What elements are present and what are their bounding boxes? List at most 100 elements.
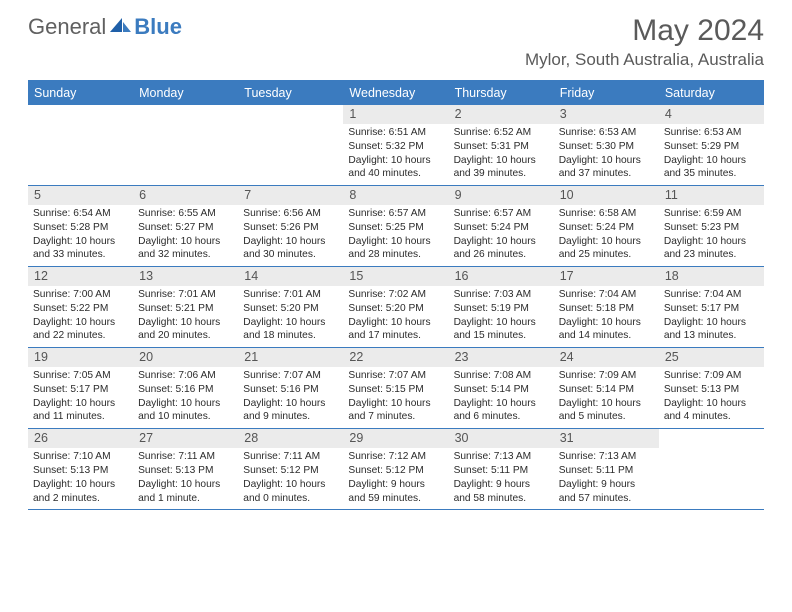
day-cell: 27Sunrise: 7:11 AMSunset: 5:13 PMDayligh… [133,429,238,509]
day-cell: 3Sunrise: 6:53 AMSunset: 5:30 PMDaylight… [554,105,659,185]
day-number: 11 [659,186,764,205]
day-details: Sunrise: 7:09 AMSunset: 5:14 PMDaylight:… [554,367,659,428]
day-number: 22 [343,348,448,367]
weeks-container: 1Sunrise: 6:51 AMSunset: 5:32 PMDaylight… [28,105,764,510]
day-cell [659,429,764,509]
day-number: 21 [238,348,343,367]
day-cell: 30Sunrise: 7:13 AMSunset: 5:11 PMDayligh… [449,429,554,509]
day-details: Sunrise: 6:57 AMSunset: 5:25 PMDaylight:… [343,205,448,266]
day-number: 28 [238,429,343,448]
day-number: 18 [659,267,764,286]
day-number: 15 [343,267,448,286]
day-cell: 5Sunrise: 6:54 AMSunset: 5:28 PMDaylight… [28,186,133,266]
day-details: Sunrise: 7:07 AMSunset: 5:15 PMDaylight:… [343,367,448,428]
day-cell: 8Sunrise: 6:57 AMSunset: 5:25 PMDaylight… [343,186,448,266]
day-number: 9 [449,186,554,205]
calendar: SundayMondayTuesdayWednesdayThursdayFrid… [28,80,764,510]
day-number: 4 [659,105,764,124]
week-row: 5Sunrise: 6:54 AMSunset: 5:28 PMDaylight… [28,186,764,267]
day-number: 12 [28,267,133,286]
day-cell: 26Sunrise: 7:10 AMSunset: 5:13 PMDayligh… [28,429,133,509]
day-details: Sunrise: 7:06 AMSunset: 5:16 PMDaylight:… [133,367,238,428]
dow-cell: Sunday [28,82,133,105]
day-number: 31 [554,429,659,448]
header: General Blue May 2024 Mylor, South Austr… [0,0,792,74]
logo-text-blue: Blue [134,14,182,40]
day-details: Sunrise: 7:00 AMSunset: 5:22 PMDaylight:… [28,286,133,347]
day-details: Sunrise: 6:52 AMSunset: 5:31 PMDaylight:… [449,124,554,185]
day-number: 17 [554,267,659,286]
logo-sail-icon [110,16,132,39]
day-details: Sunrise: 6:53 AMSunset: 5:30 PMDaylight:… [554,124,659,185]
day-number: 10 [554,186,659,205]
day-details: Sunrise: 6:57 AMSunset: 5:24 PMDaylight:… [449,205,554,266]
dow-cell: Tuesday [238,82,343,105]
day-details: Sunrise: 7:07 AMSunset: 5:16 PMDaylight:… [238,367,343,428]
day-details: Sunrise: 6:51 AMSunset: 5:32 PMDaylight:… [343,124,448,185]
week-row: 12Sunrise: 7:00 AMSunset: 5:22 PMDayligh… [28,267,764,348]
day-number: 25 [659,348,764,367]
day-details: Sunrise: 6:58 AMSunset: 5:24 PMDaylight:… [554,205,659,266]
day-details: Sunrise: 7:11 AMSunset: 5:12 PMDaylight:… [238,448,343,509]
day-number: 16 [449,267,554,286]
day-cell: 11Sunrise: 6:59 AMSunset: 5:23 PMDayligh… [659,186,764,266]
day-cell: 9Sunrise: 6:57 AMSunset: 5:24 PMDaylight… [449,186,554,266]
title-block: May 2024 Mylor, South Australia, Austral… [525,14,764,70]
day-cell: 6Sunrise: 6:55 AMSunset: 5:27 PMDaylight… [133,186,238,266]
dow-cell: Monday [133,82,238,105]
day-cell: 15Sunrise: 7:02 AMSunset: 5:20 PMDayligh… [343,267,448,347]
day-details: Sunrise: 7:01 AMSunset: 5:20 PMDaylight:… [238,286,343,347]
day-number: 27 [133,429,238,448]
day-number: 30 [449,429,554,448]
day-cell: 29Sunrise: 7:12 AMSunset: 5:12 PMDayligh… [343,429,448,509]
day-number [133,105,238,110]
location-text: Mylor, South Australia, Australia [525,50,764,70]
day-cell: 16Sunrise: 7:03 AMSunset: 5:19 PMDayligh… [449,267,554,347]
day-number: 3 [554,105,659,124]
day-number: 8 [343,186,448,205]
day-details: Sunrise: 7:01 AMSunset: 5:21 PMDaylight:… [133,286,238,347]
day-details: Sunrise: 7:04 AMSunset: 5:17 PMDaylight:… [659,286,764,347]
day-number [238,105,343,110]
day-cell: 20Sunrise: 7:06 AMSunset: 5:16 PMDayligh… [133,348,238,428]
day-cell: 2Sunrise: 6:52 AMSunset: 5:31 PMDaylight… [449,105,554,185]
day-number: 7 [238,186,343,205]
day-details: Sunrise: 6:56 AMSunset: 5:26 PMDaylight:… [238,205,343,266]
day-details: Sunrise: 7:04 AMSunset: 5:18 PMDaylight:… [554,286,659,347]
day-cell: 10Sunrise: 6:58 AMSunset: 5:24 PMDayligh… [554,186,659,266]
day-number: 14 [238,267,343,286]
day-cell: 18Sunrise: 7:04 AMSunset: 5:17 PMDayligh… [659,267,764,347]
day-details: Sunrise: 7:05 AMSunset: 5:17 PMDaylight:… [28,367,133,428]
day-cell: 23Sunrise: 7:08 AMSunset: 5:14 PMDayligh… [449,348,554,428]
day-cell: 13Sunrise: 7:01 AMSunset: 5:21 PMDayligh… [133,267,238,347]
day-number: 6 [133,186,238,205]
day-cell: 4Sunrise: 6:53 AMSunset: 5:29 PMDaylight… [659,105,764,185]
dow-header-row: SundayMondayTuesdayWednesdayThursdayFrid… [28,82,764,105]
day-details: Sunrise: 7:08 AMSunset: 5:14 PMDaylight:… [449,367,554,428]
day-details: Sunrise: 7:03 AMSunset: 5:19 PMDaylight:… [449,286,554,347]
week-row: 26Sunrise: 7:10 AMSunset: 5:13 PMDayligh… [28,429,764,510]
day-cell [28,105,133,185]
day-cell: 19Sunrise: 7:05 AMSunset: 5:17 PMDayligh… [28,348,133,428]
day-cell: 1Sunrise: 6:51 AMSunset: 5:32 PMDaylight… [343,105,448,185]
day-number: 24 [554,348,659,367]
week-row: 19Sunrise: 7:05 AMSunset: 5:17 PMDayligh… [28,348,764,429]
day-cell: 25Sunrise: 7:09 AMSunset: 5:13 PMDayligh… [659,348,764,428]
day-cell: 24Sunrise: 7:09 AMSunset: 5:14 PMDayligh… [554,348,659,428]
day-details: Sunrise: 7:11 AMSunset: 5:13 PMDaylight:… [133,448,238,509]
day-cell [238,105,343,185]
day-details: Sunrise: 6:53 AMSunset: 5:29 PMDaylight:… [659,124,764,185]
day-number: 1 [343,105,448,124]
week-row: 1Sunrise: 6:51 AMSunset: 5:32 PMDaylight… [28,105,764,186]
day-number: 20 [133,348,238,367]
day-cell: 17Sunrise: 7:04 AMSunset: 5:18 PMDayligh… [554,267,659,347]
day-cell: 31Sunrise: 7:13 AMSunset: 5:11 PMDayligh… [554,429,659,509]
day-details: Sunrise: 6:54 AMSunset: 5:28 PMDaylight:… [28,205,133,266]
dow-cell: Friday [554,82,659,105]
day-details: Sunrise: 7:09 AMSunset: 5:13 PMDaylight:… [659,367,764,428]
day-details: Sunrise: 6:59 AMSunset: 5:23 PMDaylight:… [659,205,764,266]
day-number: 13 [133,267,238,286]
day-details: Sunrise: 7:12 AMSunset: 5:12 PMDaylight:… [343,448,448,509]
logo-text-general: General [28,14,106,40]
month-title: May 2024 [525,14,764,48]
